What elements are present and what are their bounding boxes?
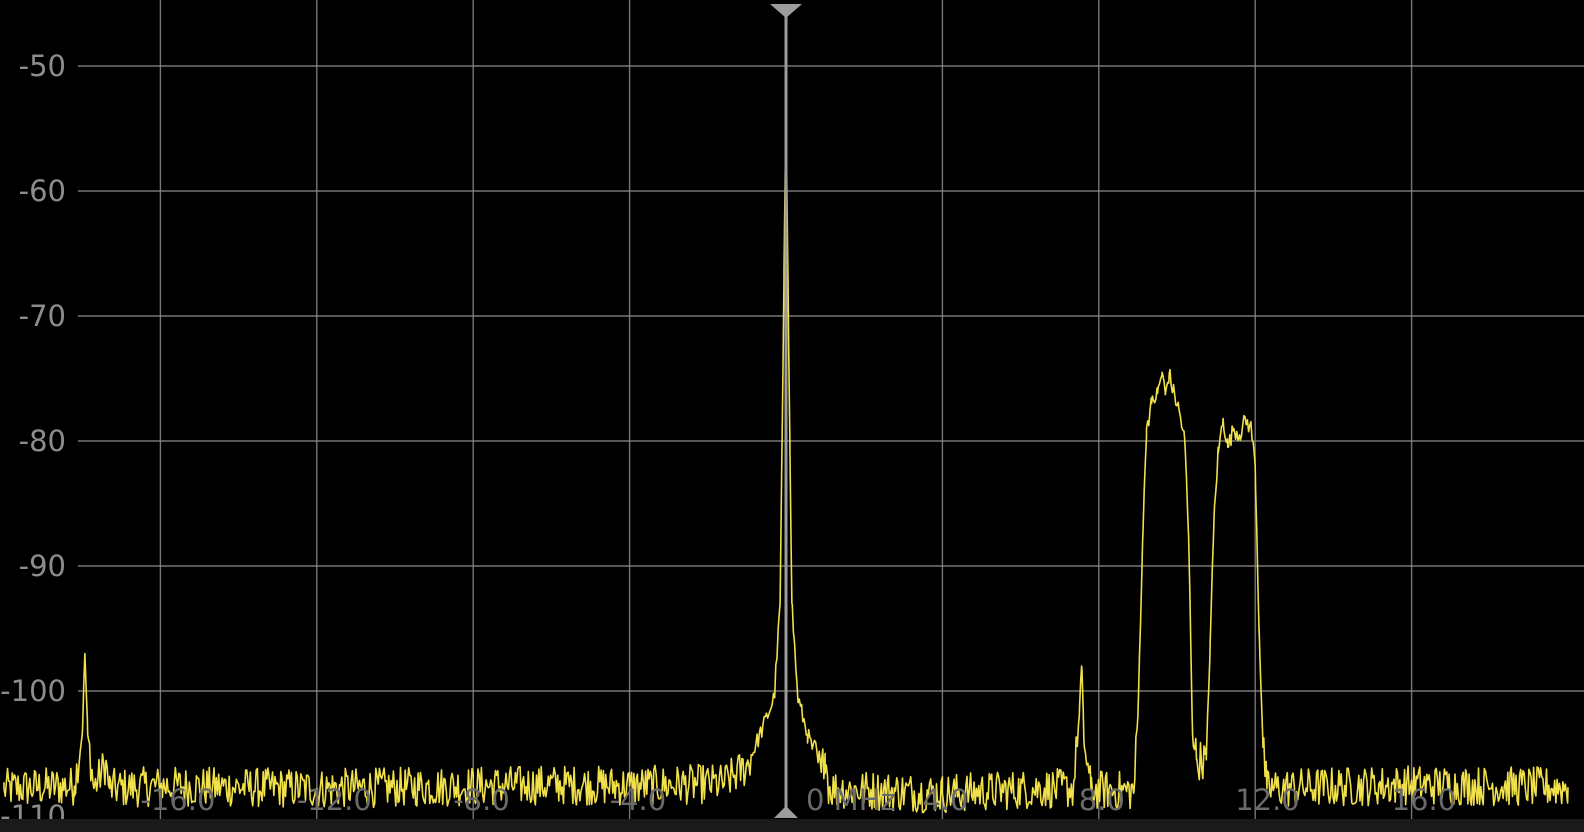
x-tick-label-5: 4.0	[922, 783, 968, 817]
x-tick-label-1: -12.0	[297, 783, 372, 817]
spectrum-trace	[3, 115, 1569, 814]
center-marker-top-handle[interactable]	[770, 4, 802, 18]
grid	[78, 0, 1584, 819]
x-tick-label-0: -16.0	[140, 783, 215, 817]
y-tick-label-3: -80	[19, 424, 66, 458]
x-tick-label-2: -8.0	[453, 783, 510, 817]
x-tick-label-6: 8.0	[1079, 783, 1125, 817]
y-axis-ticks: -50-60-70-80-90-100-110	[0, 49, 66, 832]
y-tick-label-2: -70	[19, 299, 66, 333]
y-tick-label-0: -50	[19, 49, 66, 83]
x-tick-label-3: -4.0	[610, 783, 667, 817]
center-frequency-marker[interactable]	[770, 4, 802, 818]
x-tick-label-7: 12.0	[1235, 783, 1300, 817]
x-axis-ticks: -16.0 -12.0 -8.0 -4.0 0 MHz 4.0 8.0 12.0 16.0	[140, 783, 1456, 817]
bottom-strip	[0, 819, 1584, 832]
x-tick-label-8: 16.0	[1392, 783, 1457, 817]
y-tick-label-1: -60	[19, 174, 66, 208]
y-tick-label-5: -100	[0, 674, 66, 708]
trace-layer	[3, 115, 1569, 814]
center-marker-bottom-handle[interactable]	[774, 806, 798, 818]
x-tick-label-4: 0 MHz	[806, 783, 896, 817]
y-tick-label-4: -90	[19, 549, 66, 583]
